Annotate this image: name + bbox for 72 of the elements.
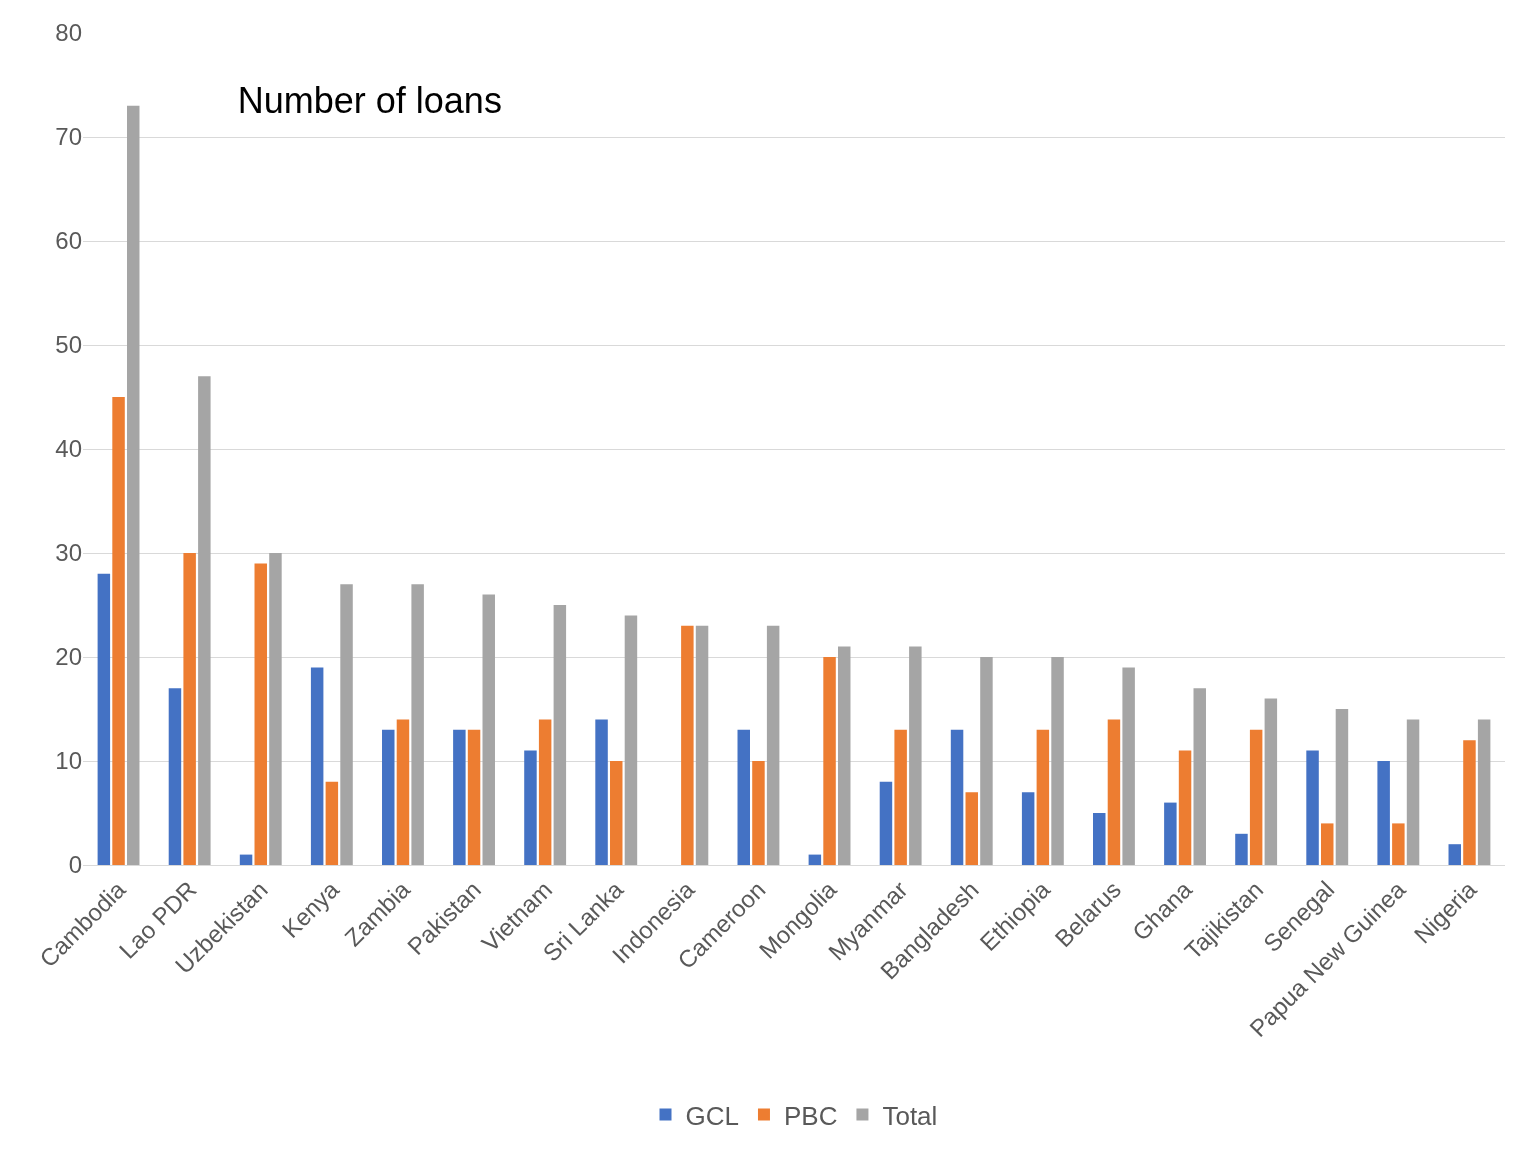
legend-label: GCL bbox=[685, 1100, 739, 1131]
y-tick-label: 50 bbox=[55, 331, 82, 359]
y-tick-label: 20 bbox=[55, 643, 82, 671]
bar bbox=[396, 719, 410, 865]
bar bbox=[737, 729, 750, 865]
bar bbox=[325, 781, 339, 865]
y-tick-label: 80 bbox=[55, 19, 82, 47]
bar bbox=[1264, 698, 1278, 865]
bar bbox=[1122, 667, 1135, 865]
y-tick-label: 60 bbox=[55, 227, 82, 255]
bar bbox=[1321, 823, 1334, 865]
bar bbox=[382, 729, 395, 865]
bar bbox=[538, 719, 552, 865]
bar bbox=[1051, 657, 1064, 865]
bar bbox=[595, 719, 608, 865]
bar bbox=[823, 657, 836, 865]
bar bbox=[1235, 833, 1248, 865]
bar bbox=[1448, 844, 1461, 865]
bar bbox=[909, 646, 922, 865]
bar bbox=[624, 615, 638, 865]
bar bbox=[1164, 802, 1177, 865]
y-tick-label: 30 bbox=[55, 539, 82, 567]
legend-label: PBC bbox=[783, 1100, 838, 1131]
bar bbox=[1477, 719, 1491, 865]
bar bbox=[1093, 813, 1106, 865]
bar bbox=[1107, 719, 1121, 865]
bar bbox=[97, 573, 111, 865]
text: Number of loans bbox=[237, 79, 502, 121]
bar bbox=[879, 781, 893, 865]
bar bbox=[1392, 823, 1405, 865]
bar bbox=[1249, 729, 1263, 865]
bar bbox=[1193, 688, 1206, 865]
bar bbox=[127, 105, 140, 865]
bar bbox=[1377, 761, 1390, 865]
bar bbox=[524, 750, 537, 865]
bar bbox=[482, 594, 495, 865]
bar bbox=[453, 729, 466, 865]
bar bbox=[310, 667, 324, 865]
bar bbox=[1463, 740, 1476, 865]
y-tick-label: 40 bbox=[55, 435, 82, 463]
bar bbox=[1306, 750, 1319, 865]
bar bbox=[239, 854, 253, 865]
bar bbox=[254, 563, 267, 865]
bar bbox=[965, 792, 978, 865]
bar bbox=[695, 625, 709, 865]
bar bbox=[752, 761, 765, 865]
bar bbox=[838, 646, 851, 865]
bar bbox=[1406, 719, 1420, 865]
bar bbox=[553, 605, 567, 865]
bar bbox=[610, 761, 623, 865]
bar bbox=[1021, 792, 1035, 865]
bar bbox=[894, 729, 907, 865]
bar bbox=[198, 376, 211, 865]
bar bbox=[766, 625, 780, 865]
bar bbox=[340, 584, 353, 865]
bar bbox=[950, 729, 964, 865]
y-tick-label: 0 bbox=[68, 851, 82, 879]
bar bbox=[1178, 750, 1192, 865]
bar bbox=[269, 553, 282, 865]
legend-label: Total bbox=[882, 1100, 938, 1131]
bar bbox=[467, 729, 481, 865]
bar bbox=[808, 854, 822, 865]
bar bbox=[681, 625, 694, 865]
bar bbox=[411, 584, 424, 865]
bar bbox=[1335, 709, 1349, 865]
y-tick-label: 70 bbox=[55, 123, 82, 151]
bar bbox=[980, 657, 993, 865]
bar bbox=[183, 553, 196, 865]
bar bbox=[168, 688, 182, 865]
bar bbox=[1036, 729, 1050, 865]
y-tick-label: 10 bbox=[55, 747, 82, 775]
bar bbox=[112, 397, 125, 865]
